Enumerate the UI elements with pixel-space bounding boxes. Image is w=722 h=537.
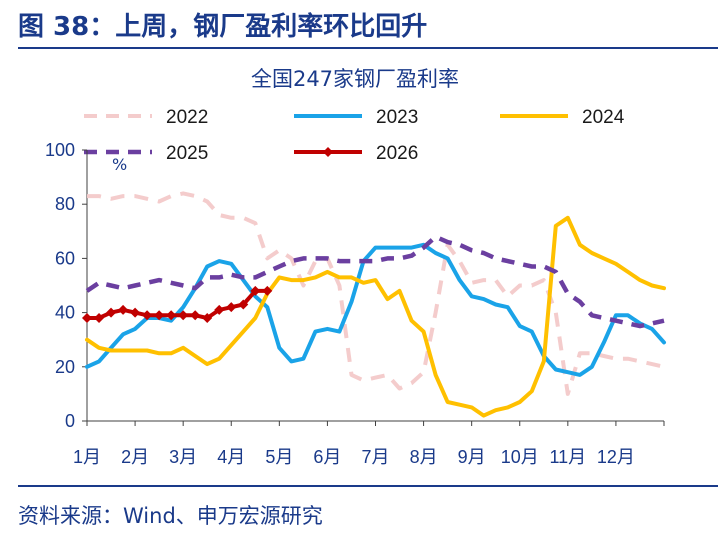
- x-tick-label: 1月: [73, 447, 101, 467]
- x-tick-label: 10月: [501, 447, 539, 467]
- series-line-2023: [85, 242, 666, 377]
- series-line-2026: [85, 288, 270, 320]
- y-tick-label: 80: [55, 194, 75, 214]
- y-tick-label: 20: [55, 357, 75, 377]
- series-point-2026: [202, 313, 213, 324]
- top-rule: [18, 47, 718, 49]
- x-tick-label: 5月: [265, 447, 293, 467]
- legend-label-2022: 2022: [166, 107, 208, 128]
- y-tick-label: 0: [65, 411, 75, 431]
- x-tick-label: 8月: [410, 447, 438, 467]
- chart: 全国247家钢厂盈利率 2022 2023 2024 2025 2026 0 20 40 60…: [45, 67, 666, 467]
- series-line-2022: [87, 191, 665, 396]
- x-tick-label: 2月: [121, 447, 149, 467]
- x-tick-label: 3月: [169, 447, 197, 467]
- x-tick-label: 6月: [313, 447, 341, 467]
- series-line-2024: [85, 215, 666, 418]
- chart-title: 全国247家钢厂盈利率: [251, 67, 459, 91]
- series-point-2026: [94, 313, 105, 324]
- x-tick-label: 11月: [549, 447, 586, 467]
- axes: 0 20 40 60 80 100 1月 2月 3月 4月 5月 6月 7月 8月 9月 10月 11月 12月: [45, 140, 665, 467]
- source-note: 资料来源：Wind、申万宏源研究: [18, 504, 323, 528]
- x-tick-label: 4月: [217, 447, 245, 467]
- series-point-2026: [130, 307, 141, 318]
- series-point-2026: [82, 313, 92, 324]
- y-tick-label: 100: [45, 140, 75, 160]
- series-point-2026: [262, 285, 273, 296]
- x-tick-label: 12月: [597, 447, 635, 467]
- legend-label-2023: 2023: [376, 107, 418, 128]
- series-point-2026: [166, 310, 177, 321]
- figure-title: 图 38：上周，钢厂盈利率环比回升: [18, 12, 428, 42]
- legend: 2022 2023 2024 2025 2026: [84, 107, 625, 164]
- series-point-2026: [190, 310, 201, 321]
- series-point-2026: [250, 285, 261, 296]
- series-line-2025: [85, 234, 665, 329]
- legend-marker-2026: [323, 147, 333, 157]
- series-point-2026: [226, 302, 237, 313]
- y-unit-label: %: [112, 155, 127, 174]
- legend-label-2024: 2024: [582, 107, 625, 128]
- series-point-2026: [154, 310, 165, 321]
- legend-label-2026: 2026: [376, 143, 418, 164]
- legend-label-2025: 2025: [166, 143, 208, 164]
- y-tick-label: 40: [55, 303, 75, 323]
- series-point-2026: [106, 307, 117, 318]
- series-layer: [82, 191, 666, 418]
- series-point-2026: [214, 304, 225, 315]
- series-point-2026: [142, 310, 153, 321]
- bottom-rule: [18, 485, 718, 487]
- series-point-2026: [118, 304, 129, 315]
- x-tick-label: 9月: [458, 447, 486, 467]
- series-point-2026: [238, 299, 249, 310]
- x-tick-label: 7月: [361, 447, 389, 467]
- series-point-2026: [178, 310, 189, 321]
- y-tick-label: 60: [55, 248, 75, 268]
